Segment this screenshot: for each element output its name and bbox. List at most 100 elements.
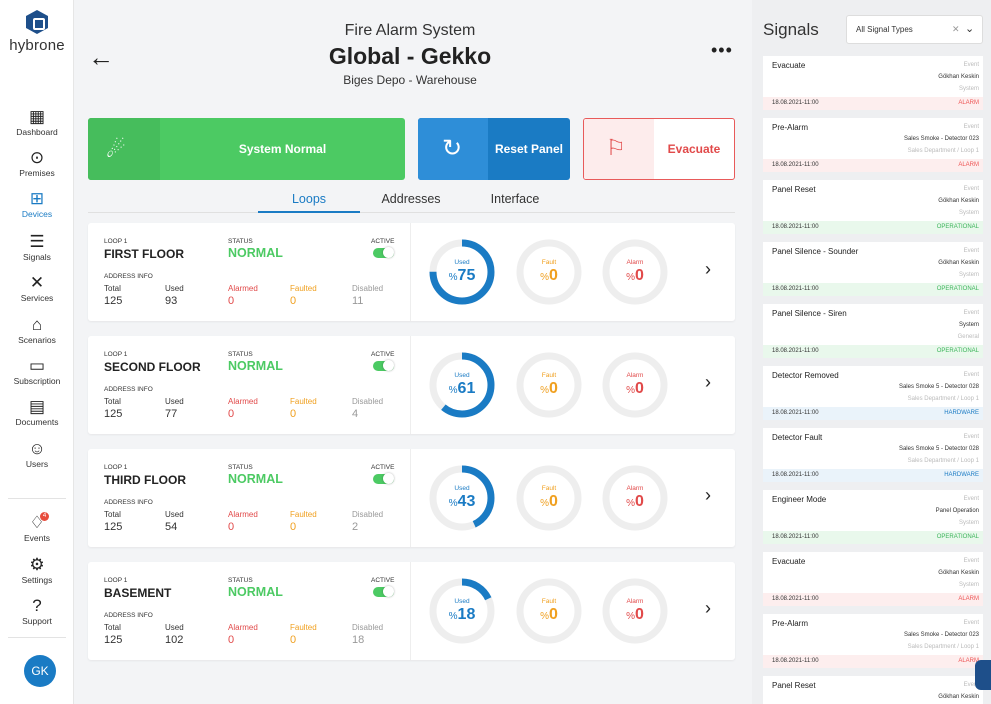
tab-loops[interactable]: Loops	[258, 192, 360, 213]
sidebar-item-settings[interactable]: ⚙ Settings	[0, 555, 74, 586]
evacuate-label: Evacuate	[667, 142, 721, 156]
brand-logo[interactable]: hybrone	[0, 10, 74, 54]
signal-status: ALARM	[958, 100, 979, 106]
alarm-ring	[602, 239, 668, 305]
loop-card[interactable]: LOOP 1 SECOND FLOOR STATUS NORMAL ACTIVE ADDR…	[88, 336, 735, 434]
used-ring-value: %61	[448, 380, 476, 397]
sidebar-item-documents[interactable]: ▤ Documents	[0, 397, 74, 428]
signal-origin: System	[958, 520, 979, 526]
active-label: ACTIVE	[371, 238, 395, 245]
fault-ring-label: Fault	[541, 485, 557, 492]
alarmed-value: 0	[228, 295, 235, 307]
signal-type: Event	[963, 248, 979, 254]
alarmed-value: 0	[228, 408, 235, 420]
chevron-right-icon[interactable]: ›	[705, 485, 711, 505]
active-toggle[interactable]	[373, 360, 394, 371]
avatar[interactable]: GK	[24, 655, 56, 687]
active-toggle[interactable]	[373, 473, 394, 484]
signal-item[interactable]: Pre-Alarm Event Sales Smoke - Detector 023…	[763, 118, 983, 172]
gear-icon: ⚙	[29, 555, 45, 574]
chip-icon: ⊞	[29, 189, 45, 208]
fault-ring	[516, 239, 582, 305]
total-label: Total	[104, 623, 121, 632]
sidebar-item-support[interactable]: ? Support	[0, 597, 74, 627]
loop-card[interactable]: LOOP 1 BASEMENT STATUS NORMAL ACTIVE ADDRESS …	[88, 562, 735, 660]
signal-item[interactable]: Detector Removed Event Sales Smoke 5 - Det…	[763, 366, 983, 420]
chat-widget-icon[interactable]	[975, 660, 991, 690]
signal-item[interactable]: Panel Reset Event Gökhan Keskin System 18.08…	[763, 180, 983, 234]
alarm-ring	[602, 352, 668, 418]
sidebar-item-signals[interactable]: ☰ Signals	[0, 233, 74, 263]
signal-item[interactable]: Evacuate Event Gökhan Keskin System 18.08.20…	[763, 56, 983, 110]
fault-ring-value: %0	[540, 267, 558, 284]
disabled-value: 2	[352, 521, 359, 533]
signal-source: System	[958, 322, 979, 328]
tab-addresses[interactable]: Addresses	[381, 192, 441, 206]
chevron-right-icon[interactable]: ›	[705, 372, 711, 392]
signal-source: Gökhan Keskin	[938, 198, 979, 204]
signal-item[interactable]: Panel Silence - Sounder Event Gökhan Keski…	[763, 242, 983, 296]
sidebar-item-label: Documents	[15, 417, 59, 427]
sidebar-item-services[interactable]: ✕ Services	[0, 274, 74, 304]
loop-id: LOOP 1	[104, 351, 128, 358]
reset-panel-button[interactable]: ↻ Reset Panel	[418, 118, 570, 180]
signal-origin: System	[958, 272, 979, 278]
total-value: 125	[104, 295, 123, 307]
document-icon: ▤	[28, 397, 46, 416]
used-ring	[429, 465, 495, 531]
used-ring	[429, 239, 495, 305]
sidebar-item-devices[interactable]: ⊞ Devices	[0, 189, 74, 220]
sidebar-item-scenarios[interactable]: ⌂ Scenarios	[0, 316, 74, 346]
chevron-down-icon[interactable]: ⌄	[965, 23, 975, 35]
signal-type: Event	[963, 620, 979, 626]
system-normal-button[interactable]: ☄ System Normal	[88, 118, 405, 180]
chevron-right-icon[interactable]: ›	[705, 259, 711, 279]
sidebar-item-label: Devices	[21, 209, 53, 219]
signal-source: Gökhan Keskin	[938, 260, 979, 266]
disabled-value: 4	[352, 408, 359, 420]
sidebar-item-premises[interactable]: ⊙ Premises	[0, 149, 74, 179]
alarm-ring-label: Alarm	[626, 485, 644, 492]
signal-item[interactable]: Panel Reset Event Gökhan Keskin	[763, 676, 983, 704]
signal-date: 18.08.2021-11:00	[772, 410, 819, 416]
signal-item[interactable]: Panel Silence - Siren Event System General 1…	[763, 304, 983, 358]
active-toggle[interactable]	[373, 247, 394, 258]
clear-icon[interactable]: ✕	[952, 24, 960, 34]
signal-status: OPERATIONAL	[936, 224, 979, 230]
sidebar-item-label: Support	[22, 616, 52, 626]
signal-date: 18.08.2021-11:00	[772, 286, 819, 292]
loop-card[interactable]: LOOP 1 THIRD FLOOR STATUS NORMAL ACTIVE ADDRE…	[88, 449, 735, 547]
sidebar-item-label: Subscription	[13, 376, 61, 386]
chevron-right-icon[interactable]: ›	[705, 598, 711, 618]
signal-item[interactable]: Pre-Alarm Event Sales Smoke - Detector 023…	[763, 614, 983, 668]
more-options-icon[interactable]: •••	[711, 40, 733, 60]
signal-item[interactable]: Detector Fault Event Sales Smoke 5 - Detec…	[763, 428, 983, 482]
active-toggle[interactable]	[373, 586, 394, 597]
address-info-label: ADDRESS INFO	[104, 499, 153, 506]
status-label: STATUS	[228, 351, 253, 358]
signal-item[interactable]: Evacuate Event Gökhan Keskin System 18.08.20…	[763, 552, 983, 606]
loop-id: LOOP 1	[104, 464, 128, 471]
status-label: STATUS	[228, 464, 253, 471]
evacuate-button[interactable]: ⚐ Evacuate	[583, 118, 735, 180]
sidebar-item-subscription[interactable]: ▭ Subscription	[0, 357, 74, 387]
tab-interface[interactable]: Interface	[490, 192, 540, 206]
sidebar-item-events[interactable]: ♢ Events 4	[0, 512, 74, 543]
signal-type: Event	[963, 62, 979, 68]
signal-item[interactable]: Engineer Mode Event Panel Operation System 1…	[763, 490, 983, 544]
used-ring-label: Used	[454, 372, 470, 379]
used-ring-label: Used	[454, 598, 470, 605]
total-value: 125	[104, 408, 123, 420]
sidebar-item-users[interactable]: ☺ Users	[0, 440, 74, 470]
loop-card[interactable]: LOOP 1 FIRST FLOOR STATUS NORMAL ACTIVE ADDRE…	[88, 223, 735, 321]
signal-type-select[interactable]: All Signal Types ✕ ⌄	[846, 15, 983, 44]
signal-status: HARDWARE	[944, 410, 979, 416]
signal-name: Panel Reset	[772, 681, 816, 690]
alarmed-label: Alarmed	[228, 623, 258, 632]
used-ring-value: %43	[448, 493, 476, 510]
back-arrow-icon[interactable]: ←	[88, 42, 114, 72]
faulted-value: 0	[290, 521, 297, 533]
sidebar-item-dashboard[interactable]: ▦ Dashboard	[0, 108, 74, 138]
signal-status: OPERATIONAL	[936, 286, 979, 292]
disabled-label: Disabled	[352, 284, 384, 293]
